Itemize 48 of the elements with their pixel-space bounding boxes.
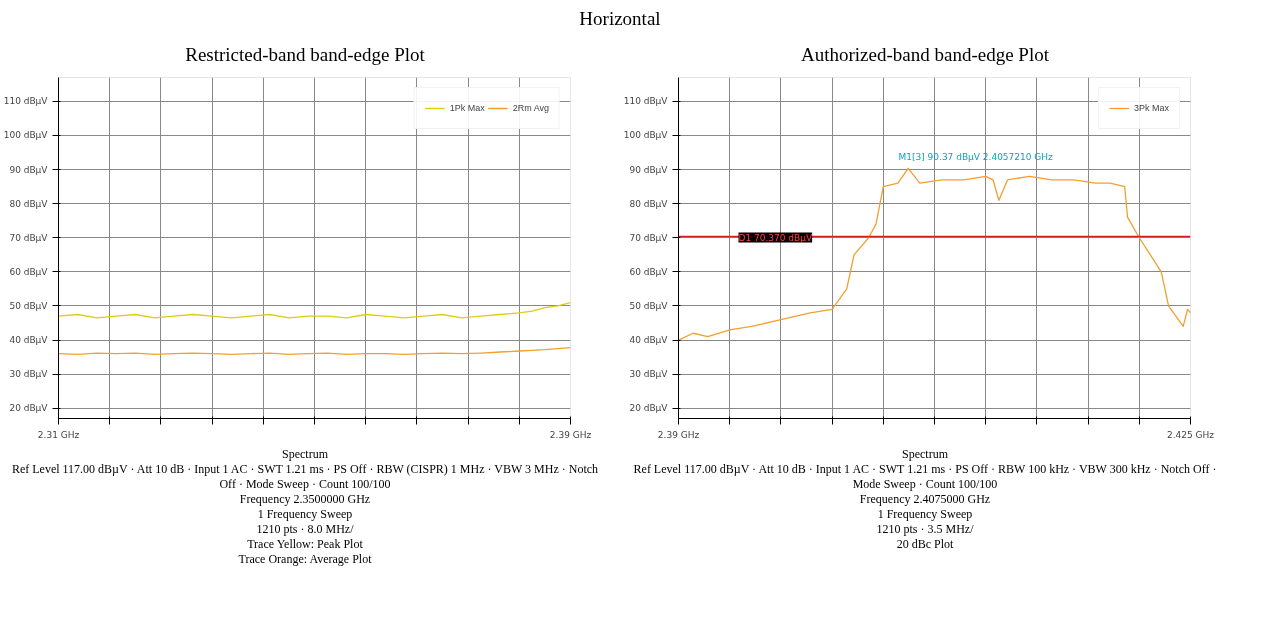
legend-label: 3Pk Max: [1133, 103, 1169, 113]
y-tick-label: 80 dBµV: [9, 198, 49, 209]
text: Trace Yellow: Peak Plot: [247, 537, 363, 551]
legend-label: 2Rm Avg: [512, 103, 549, 113]
text: Trace Orange: Average Plot: [238, 552, 372, 566]
y-tick-label: 30 dBµV: [629, 369, 669, 380]
y-tick-label: 40 dBµV: [629, 335, 669, 346]
x-tick-label: 2.31 GHz: [37, 429, 80, 440]
text: Spectrum: [902, 447, 948, 461]
y-tick-label: 100 dBµV: [3, 130, 49, 141]
text: Frequency 2.4075000 GHz: [859, 492, 991, 506]
y-tick-label: 110 dBµV: [623, 96, 669, 107]
text: 1210 pts · 8.0 MHz/: [256, 522, 354, 536]
y-tick-label: 20 dBµV: [9, 403, 49, 414]
text: Frequency 2.3500000 GHz: [239, 492, 371, 506]
y-tick-label: 60 dBµV: [9, 266, 49, 277]
text: 1 Frequency Sweep: [877, 507, 973, 521]
y-tick-label: 100 dBµV: [623, 130, 669, 141]
y-tick-label: 70 dBµV: [9, 232, 49, 243]
text: 20 dBc Plot: [896, 537, 954, 551]
annotation: M1[3] 90.37 dBµV 2.4057210 GHz: [898, 152, 1054, 163]
y-tick-label: 50 dBµV: [629, 300, 669, 311]
x-tick-label: 2.39 GHz: [657, 429, 700, 440]
y-tick-label: 50 dBµV: [9, 300, 49, 311]
legend-label: 1Pk Max: [449, 103, 485, 113]
line-series: [58, 346, 571, 356]
x-tick-label: 2.39 GHz: [549, 429, 592, 440]
line-series: [58, 301, 571, 319]
text: Horizontal: [578, 7, 662, 31]
y-tick-label: 20 dBµV: [629, 403, 669, 414]
x-tick-label: 2.425 GHz: [1166, 429, 1215, 440]
y-tick-label: 70 dBµV: [629, 232, 669, 243]
y-tick-label: 40 dBµV: [9, 335, 49, 346]
y-tick-label: 90 dBµV: [629, 164, 669, 175]
text: Ref Level 117.00 dBµV · Att 10 dB · Input 1 AC · SWT 1.21 ms · PS Off · RBW (CISPR) 1 MHz · VBW 3 MHz · Notch Off · Mode Sweep · Count 100/100: [11, 462, 599, 491]
y-tick-label: 60 dBµV: [629, 266, 669, 277]
text: 1210 pts · 3.5 MHz/: [876, 522, 974, 536]
chart-title: Restricted-band band-edge Plot: [184, 43, 426, 67]
text: 1 Frequency Sweep: [257, 507, 353, 521]
y-tick-label: 30 dBµV: [9, 369, 49, 380]
y-tick-label: 90 dBµV: [9, 164, 49, 175]
line-series: [678, 167, 1191, 341]
y-tick-label: 110 dBµV: [3, 96, 49, 107]
chart-title: Authorized-band band-edge Plot: [800, 43, 1050, 67]
text: Ref Level 117.00 dBµV · Att 10 dB · Input 1 AC · SWT 1.21 ms · PS Off · RBW 100 kHz · VBW 300 kHz · Notch Off · Mode Sweep · Count 100/100: [633, 462, 1217, 491]
y-tick-label: 80 dBµV: [629, 198, 669, 209]
text: Spectrum: [282, 447, 328, 461]
ref-line-label: D1 70.370 dBµV: [738, 232, 813, 243]
